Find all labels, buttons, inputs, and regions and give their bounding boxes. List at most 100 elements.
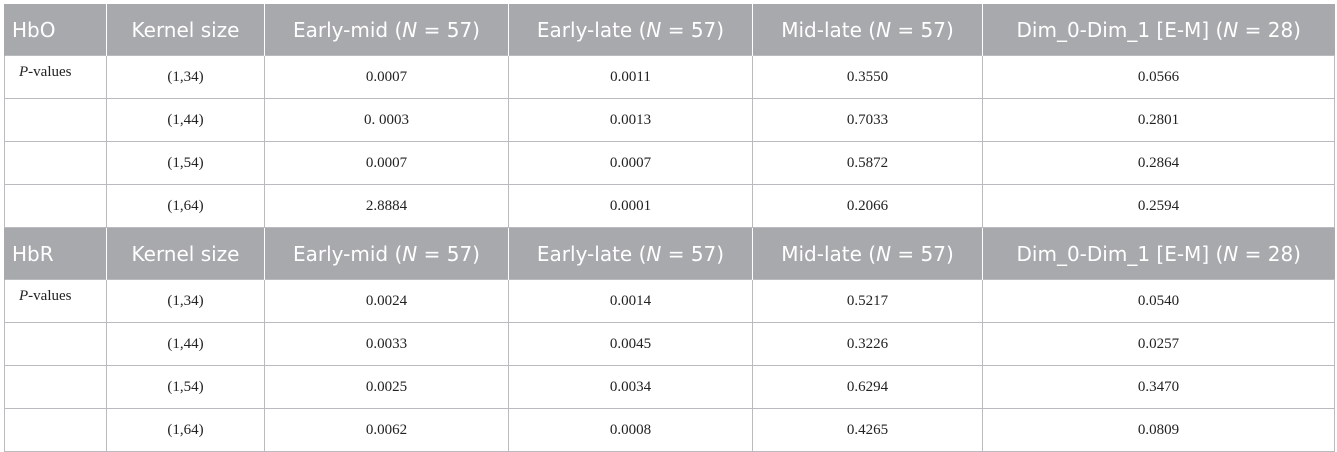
n-symbol: N [402,241,418,266]
early-mid-header: Early-mid (N = 57) [264,4,509,56]
p-values-label: -values [28,288,72,304]
p-value-cell: 0.0540 [982,279,1335,323]
table-row: (1,64) 0.0062 0.0008 0.4265 0.0809 [4,408,1335,452]
p-value-cell: 0.2864 [982,141,1335,185]
p-value-cell: 0.0024 [264,279,509,323]
kernel-size-cell: (1,44) [106,322,265,366]
p-value-cell: 0.0014 [508,279,753,323]
p-value-cell: 0.3226 [752,322,983,366]
p-value-cell: 0.4265 [752,408,983,452]
row-label-cell: P-values [4,55,107,99]
table-row: (1,44) 0.0033 0.0045 0.3226 0.0257 [4,322,1335,366]
kernel-size-cell: (1,34) [106,55,265,99]
group-header: HbR [4,227,107,280]
early-late-header-count: = 57) [661,241,725,266]
n-symbol: N [1223,17,1239,42]
kernel-size-header: Kernel size [106,227,265,280]
p-value-cell: 0.0033 [264,322,509,366]
n-symbol: N [876,17,892,42]
table-row: (1,44) 0. 0003 0.0013 0.7033 0.2801 [4,98,1335,142]
p-value-cell: 0.0007 [264,141,509,185]
p-value-cell: 0.7033 [752,98,983,142]
dim-header-label: Dim_0-Dim_1 [E-M] ( [1016,17,1224,42]
early-late-header: Early-late (N = 57) [508,4,753,56]
p-value-cell: 0.2594 [982,184,1335,228]
p-value-cell: 0.3550 [752,55,983,99]
p-value-cell: 0.0008 [508,408,753,452]
row-label-cell [4,408,107,452]
header-row-hbr: HbR Kernel size Early-mid (N = 57) Early-la… [4,227,1335,280]
early-late-header: Early-late (N = 57) [508,227,753,280]
p-value-cell: 0.0025 [264,365,509,409]
row-label-cell [4,365,107,409]
kernel-size-cell: (1,54) [106,141,265,185]
row-label-cell [4,184,107,228]
p-values-label: -values [28,64,72,80]
p-value-cell: 0.0034 [508,365,753,409]
early-mid-header-count: = 57) [417,17,480,42]
table-row: P-values (1,34) 0.0024 0.0014 0.5217 0.0540 [4,279,1335,323]
p-value-cell: 0.0007 [508,141,753,185]
p-value-cell: 0. 0003 [264,98,509,142]
p-symbol: P [19,64,29,80]
group-header: HbO [4,4,107,56]
kernel-size-cell: (1,64) [106,184,265,228]
dim-header-count: = 28) [1238,241,1301,266]
dim-header: Dim_0-Dim_1 [E-M] (N = 28) [982,4,1335,56]
kernel-size-label: Kernel size [131,241,240,266]
early-late-header-label: Early-late ( [536,17,647,42]
dim-header-count: = 28) [1238,17,1301,42]
kernel-size-label: Kernel size [131,17,240,42]
p-value-cell: 0.0045 [508,322,753,366]
row-label-cell [4,98,107,142]
p-value-cell: 0.0809 [982,408,1335,452]
table-row: (1,54) 0.0007 0.0007 0.5872 0.2864 [4,141,1335,185]
early-mid-header-label: Early-mid ( [293,17,403,42]
p-values-table: HbO Kernel size Early-mid (N = 57) Early-la… [4,4,1335,452]
p-value-cell: 0.2801 [982,98,1335,142]
row-label-cell [4,322,107,366]
header-row-hbo: HbO Kernel size Early-mid (N = 57) Early-la… [4,4,1335,56]
table-body: HbO Kernel size Early-mid (N = 57) Early-la… [4,4,1335,452]
kernel-size-cell: (1,64) [106,408,265,452]
early-mid-header-count: = 57) [417,241,480,266]
group-label: HbR [12,241,54,266]
row-label-cell: P-values [4,279,107,323]
table-row: P-values (1,34) 0.0007 0.0011 0.3550 0.0566 [4,55,1335,99]
kernel-size-cell: (1,34) [106,279,265,323]
p-value-cell: 0.0007 [264,55,509,99]
kernel-size-cell: (1,54) [106,365,265,409]
p-value-cell: 0.0566 [982,55,1335,99]
mid-late-header-label: Mid-late ( [781,17,877,42]
p-value-cell: 2.8884 [264,184,509,228]
kernel-size-cell: (1,44) [106,98,265,142]
row-label-cell [4,141,107,185]
early-late-header-count: = 57) [661,17,725,42]
mid-late-header: Mid-late (N = 57) [752,4,983,56]
table-row: (1,64) 2.8884 0.0001 0.2066 0.2594 [4,184,1335,228]
mid-late-header-count: = 57) [891,241,954,266]
p-value-cell: 0.0013 [508,98,753,142]
early-mid-header-label: Early-mid ( [293,241,403,266]
mid-late-header-count: = 57) [891,17,954,42]
p-value-cell: 0.6294 [752,365,983,409]
n-symbol: N [646,17,662,42]
p-value-cell: 0.3470 [982,365,1335,409]
early-late-header-label: Early-late ( [536,241,647,266]
group-label: HbO [12,17,56,42]
p-value-cell: 0.5217 [752,279,983,323]
p-value-cell: 0.0257 [982,322,1335,366]
kernel-size-header: Kernel size [106,4,265,56]
n-symbol: N [646,241,662,266]
early-mid-header: Early-mid (N = 57) [264,227,509,280]
table-row: (1,54) 0.0025 0.0034 0.6294 0.3470 [4,365,1335,409]
dim-header: Dim_0-Dim_1 [E-M] (N = 28) [982,227,1335,280]
n-symbol: N [1223,241,1239,266]
p-symbol: P [19,288,29,304]
mid-late-header-label: Mid-late ( [781,241,877,266]
p-value-cell: 0.2066 [752,184,983,228]
dim-header-label: Dim_0-Dim_1 [E-M] ( [1016,241,1224,266]
n-symbol: N [402,17,418,42]
p-value-cell: 0.5872 [752,141,983,185]
